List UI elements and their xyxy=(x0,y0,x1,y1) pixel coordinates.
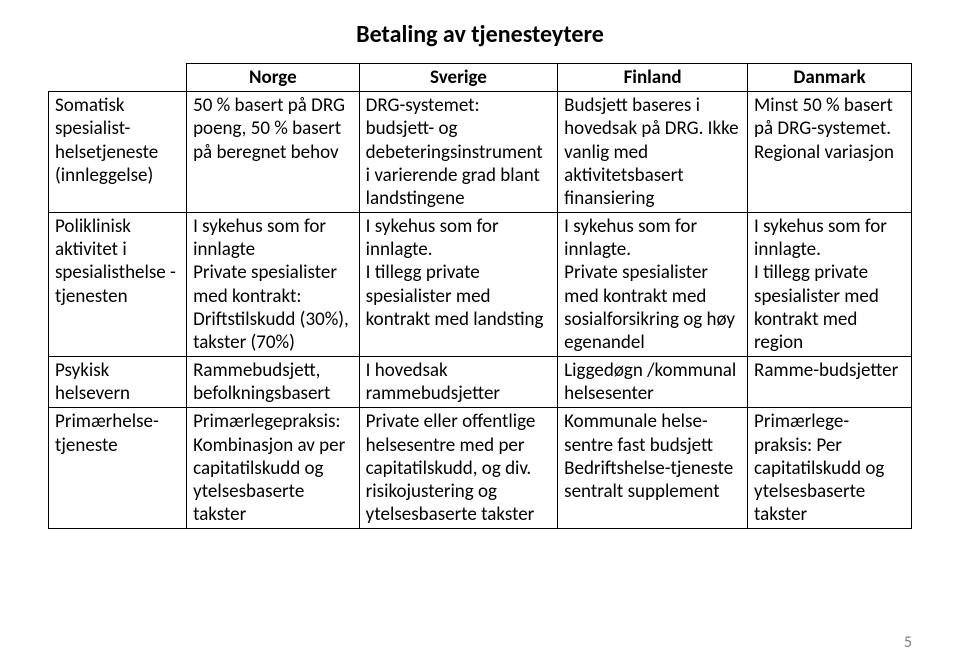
cell-danmark: Primærlege-praksis: Per capitatilskudd o… xyxy=(748,408,912,529)
cell-danmark: Ramme-budsjetter xyxy=(748,357,912,408)
cell-finland: Budsjett baseres i hovedsak på DRG. Ikke… xyxy=(558,92,748,213)
cell-sverige: DRG-systemet: budsjett- og debeteringsin… xyxy=(359,92,557,213)
row-label: Somatisk spesialist-helsetjeneste (innle… xyxy=(49,92,187,213)
cell-danmark: I sykehus som for innlagte.I tillegg pri… xyxy=(748,213,912,357)
header-empty xyxy=(49,64,187,92)
header-finland: Finland xyxy=(558,64,748,92)
table-row: Poliklinisk aktivitet i spesialisthelse … xyxy=(49,213,912,357)
cell-sverige: I hovedsak rammebudsjetter xyxy=(359,357,557,408)
cell-danmark: Minst 50 % basert på DRG-systemet. Regio… xyxy=(748,92,912,213)
page-title: Betaling av tjenesteytere xyxy=(48,20,912,49)
row-label: Psykisk helsevern xyxy=(49,357,187,408)
table-row: Primærhelse-tjeneste Primærlegepraksis: … xyxy=(49,408,912,529)
cell-norge: I sykehus som for innlagtePrivate spesia… xyxy=(187,213,360,357)
row-label: Poliklinisk aktivitet i spesialisthelse … xyxy=(49,213,187,357)
cell-norge: Primærlegepraksis: Kombinasjon av per ca… xyxy=(187,408,360,529)
header-danmark: Danmark xyxy=(748,64,912,92)
cell-norge: Rammebudsjett, befolkningsbasert xyxy=(187,357,360,408)
table-row: Somatisk spesialist-helsetjeneste (innle… xyxy=(49,92,912,213)
row-label: Primærhelse-tjeneste xyxy=(49,408,187,529)
cell-finland: Liggedøgn /kommunal helsesenter xyxy=(558,357,748,408)
header-sverige: Sverige xyxy=(359,64,557,92)
page-number: 5 xyxy=(904,633,912,652)
page-container: Betaling av tjenesteytere Norge Sverige … xyxy=(0,0,960,662)
header-norge: Norge xyxy=(187,64,360,92)
table-row: Psykisk helsevern Rammebudsjett, befolkn… xyxy=(49,357,912,408)
cell-finland: I sykehus som for innlagte.Private spesi… xyxy=(558,213,748,357)
cell-finland: Kommunale helse-sentre fast budsjett Bed… xyxy=(558,408,748,529)
comparison-table: Norge Sverige Finland Danmark Somatisk s… xyxy=(48,63,912,529)
table-header-row: Norge Sverige Finland Danmark xyxy=(49,64,912,92)
cell-sverige: Private eller offentlige helsesentre med… xyxy=(359,408,557,529)
cell-norge: 50 % basert på DRG poeng, 50 % basert på… xyxy=(187,92,360,213)
cell-sverige: I sykehus som for innlagte.I tillegg pri… xyxy=(359,213,557,357)
